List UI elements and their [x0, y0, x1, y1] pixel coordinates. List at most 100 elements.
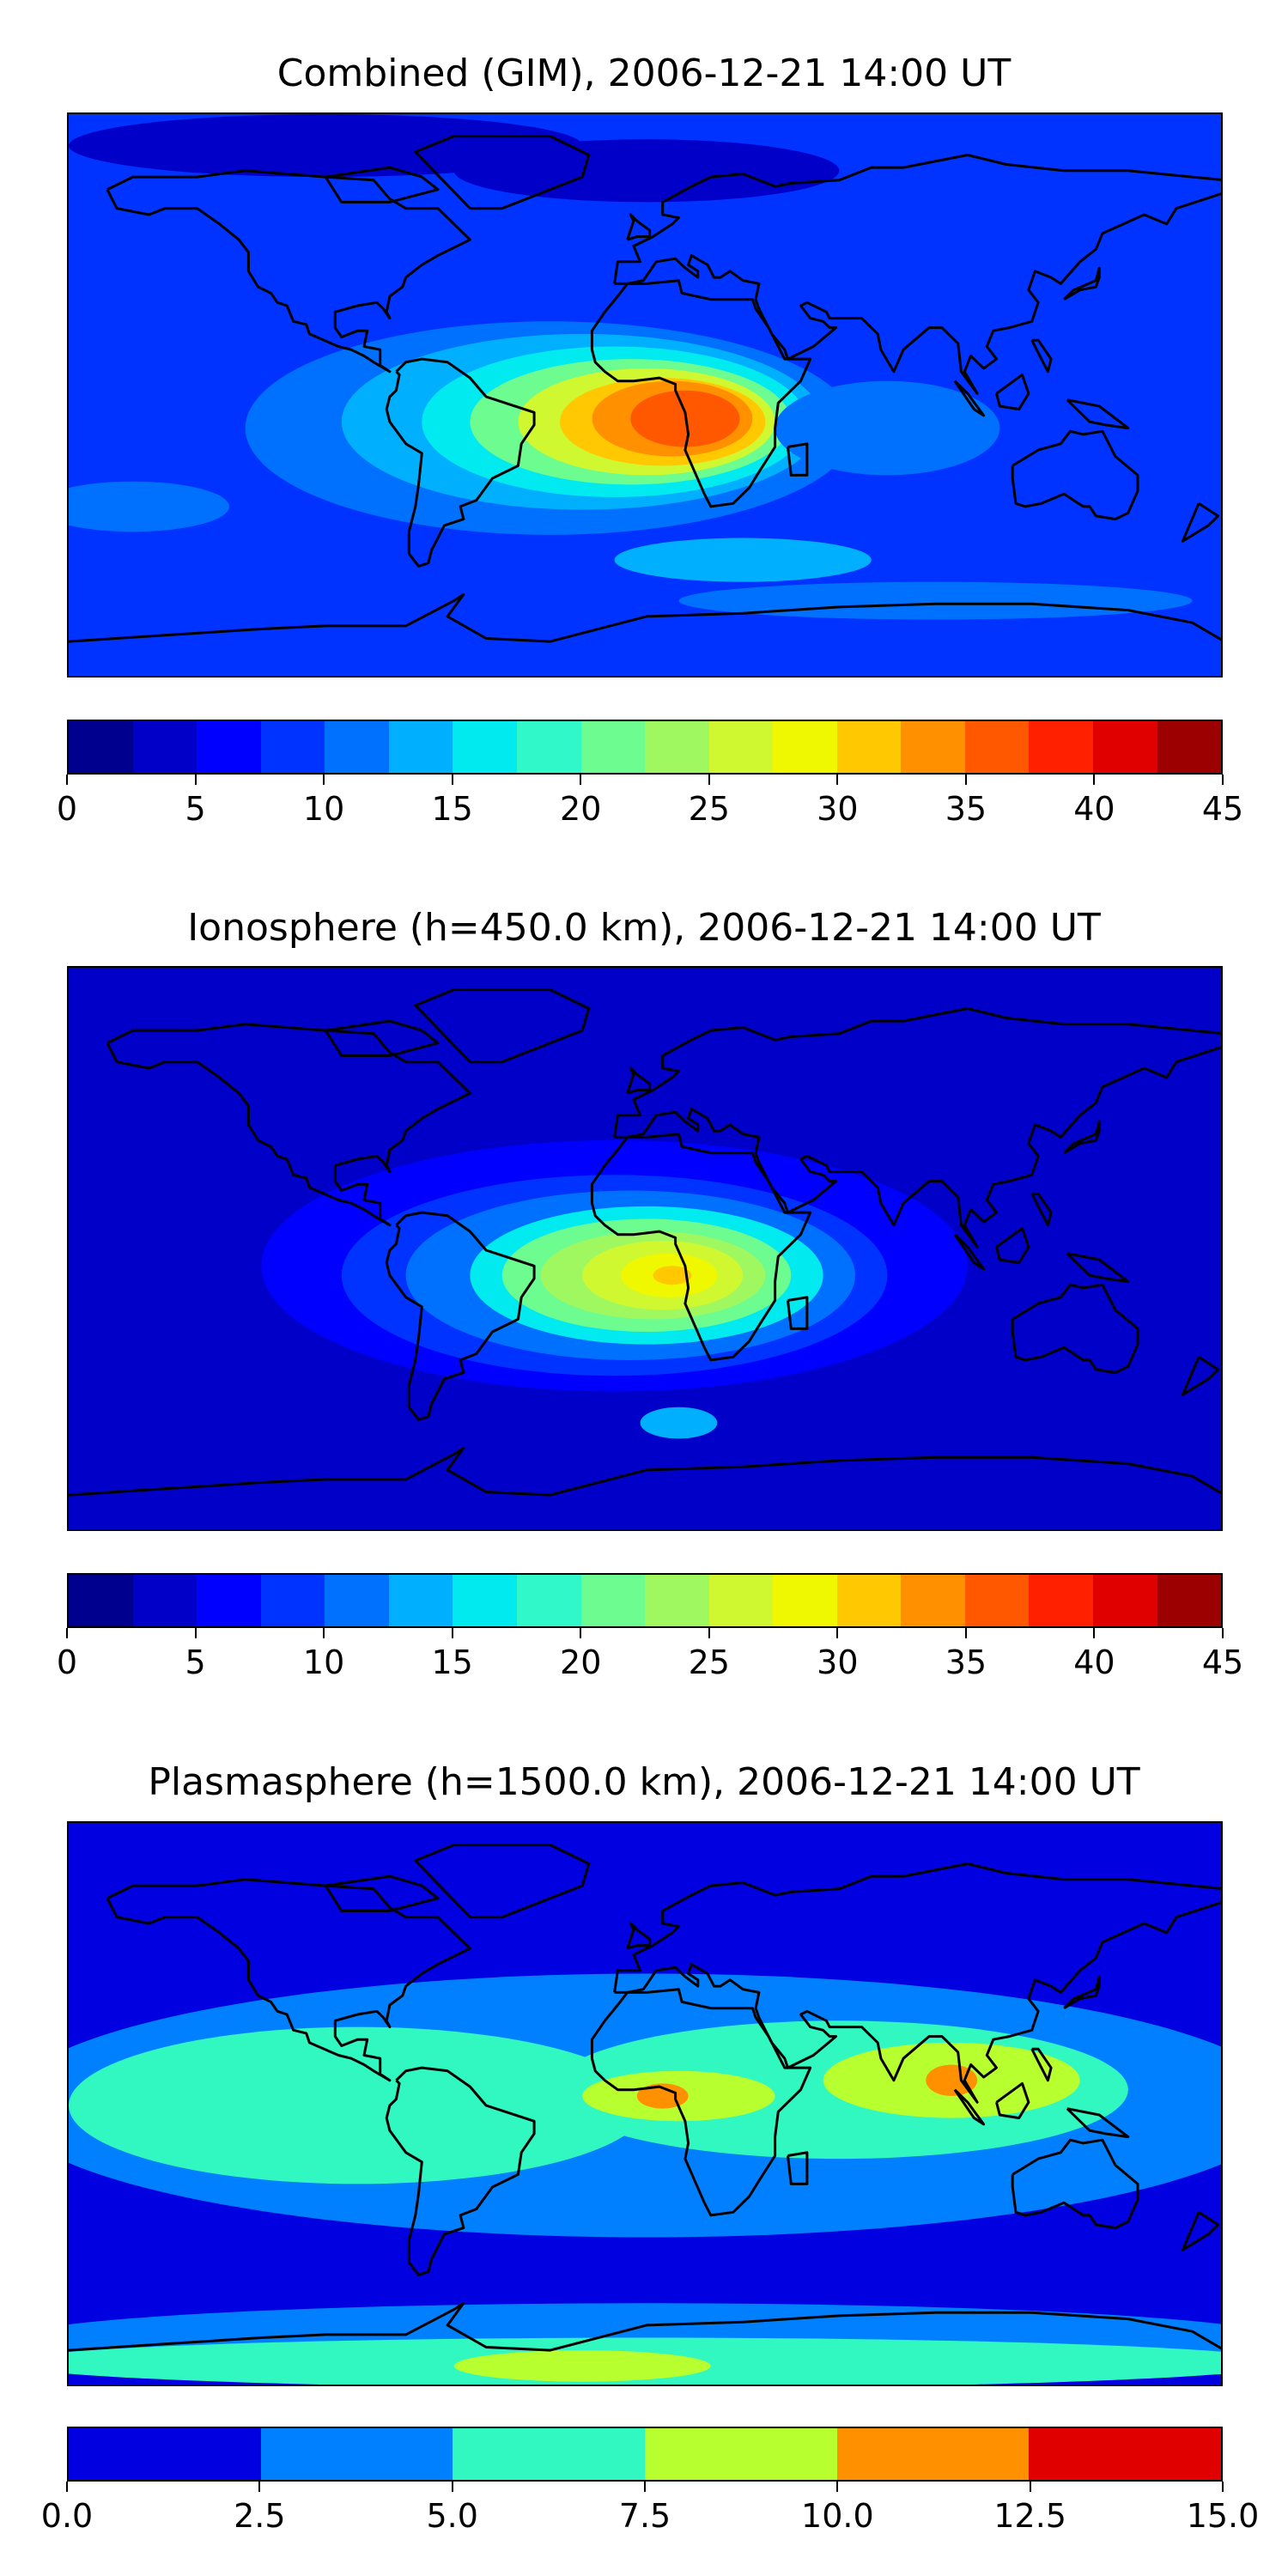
colorbar-swatch — [453, 2428, 646, 2480]
coastline-8 — [626, 213, 652, 241]
coastline-2 — [590, 1988, 812, 2217]
coastline-7 — [324, 1019, 440, 1057]
colorbar-swatch — [325, 1575, 389, 1626]
colorbar-swatch — [1029, 1575, 1093, 1626]
coastline-3 — [613, 1007, 1221, 1249]
coastline-14 — [1181, 1356, 1219, 1396]
colorbar-tick-label: 30 — [817, 1643, 859, 1681]
colorbar — [67, 1573, 1223, 1628]
colorbar-swatch — [69, 2428, 261, 2480]
coastline-6 — [414, 988, 591, 1064]
colorbar-swatch — [260, 721, 325, 773]
coastline-8 — [626, 1922, 652, 1950]
heatmap-map — [67, 966, 1223, 1531]
colorbar-ticks: 0 5 10 15 20 25 30 35 40 45 — [57, 1628, 1243, 1688]
heatmap-contour-2-1 — [69, 2026, 647, 2184]
colorbar-swatch — [773, 721, 837, 773]
colorbar-swatch — [580, 1575, 646, 1626]
colorbar-swatch — [516, 721, 581, 773]
coastline-0 — [106, 169, 471, 374]
colorbar — [67, 720, 1223, 775]
colorbar-tick-label: 45 — [1201, 790, 1244, 828]
colorbar-swatch — [1029, 721, 1093, 773]
coastline-8 — [626, 1066, 652, 1095]
heatmap-contour-1-9 — [640, 1406, 718, 1439]
colorbar-swatch — [197, 721, 261, 773]
colorbar-tick-label: 25 — [688, 1643, 730, 1681]
colorbar-tick-label: 30 — [817, 790, 859, 828]
colorbar-swatch — [901, 721, 965, 773]
colorbar-tick-label: 20 — [560, 790, 602, 828]
heatmap-map — [67, 112, 1223, 677]
colorbar-tick-label: 0 — [56, 790, 78, 828]
colorbar-tick-label: 7.5 — [618, 2497, 671, 2535]
colorbar-swatch — [69, 1575, 133, 1626]
chart-title: Plasmasphere (h=1500.0 km), 2006-12-21 1… — [148, 1760, 1140, 1804]
coastline-13 — [787, 2151, 809, 2185]
colorbar-swatch — [708, 721, 774, 773]
colorbar-swatch — [69, 721, 133, 773]
heatmap-contour-1-8 — [653, 1266, 692, 1285]
coastline-2 — [590, 279, 812, 508]
coastline-12 — [1066, 1252, 1130, 1284]
colorbar-swatch — [645, 721, 709, 773]
heatmap-contour-0-11 — [678, 581, 1193, 620]
coastline-3 — [613, 1862, 1221, 2104]
heatmap-contour-0-13 — [69, 114, 583, 178]
coastline-14 — [1181, 2211, 1219, 2251]
coastline-2 — [590, 1133, 812, 1362]
colorbar-swatch — [388, 721, 453, 773]
colorbar-tick-label: 40 — [1073, 790, 1115, 828]
coastline-4 — [1011, 2138, 1139, 2230]
coastline-4 — [1011, 1283, 1139, 1375]
coastline-0 — [106, 1023, 471, 1227]
coastline-1 — [385, 1211, 536, 1421]
colorbar-swatch — [901, 1575, 965, 1626]
coastline-13 — [787, 442, 809, 477]
chart-title: Combined (GIM), 2006-12-21 14:00 UT — [276, 52, 1012, 95]
colorbar-tick-label: 0.0 — [40, 2497, 94, 2535]
coastline-6 — [414, 1844, 591, 1919]
colorbar-swatch — [1029, 2428, 1222, 2480]
coastline-4 — [1011, 429, 1139, 521]
colorbar-swatch — [773, 1575, 837, 1626]
colorbar-tick-label: 5 — [185, 790, 206, 828]
coastline-15 — [1030, 2047, 1053, 2082]
coastline-1 — [385, 2066, 536, 2276]
coastline-7 — [324, 166, 440, 204]
heatmap-contour-0-10 — [614, 538, 872, 582]
colorbar-tick-label: 20 — [560, 1643, 602, 1681]
colorbar-swatch — [708, 1575, 774, 1626]
heatmap-contour-0-9 — [69, 481, 229, 532]
coastline-7 — [324, 1874, 440, 1912]
colorbar — [67, 2427, 1223, 2482]
coastline-0 — [106, 1878, 471, 2082]
colorbar-tick-label: 45 — [1201, 1643, 1244, 1681]
colorbar-ticks: 0.0 2.5 5.0 7.5 10.0 12.5 15.0 — [41, 2482, 1259, 2542]
colorbar-swatch — [580, 721, 646, 773]
colorbar-swatch — [260, 2428, 453, 2480]
colorbar-tick-label: 40 — [1073, 1643, 1115, 1681]
coastline-10 — [953, 380, 986, 417]
colorbar-tick-label: 0 — [56, 1643, 78, 1681]
colorbar-swatch — [260, 1575, 325, 1626]
coastline-13 — [787, 1296, 809, 1330]
colorbar-swatch — [453, 1575, 517, 1626]
colorbar-swatch — [1157, 1575, 1222, 1626]
colorbar-ticks: 0 5 10 15 20 25 30 35 40 45 — [57, 775, 1243, 835]
coastline-10 — [953, 1233, 986, 1271]
coastline-12 — [1066, 398, 1130, 430]
colorbar-swatch — [388, 1575, 453, 1626]
coastline-9 — [1063, 1975, 1101, 2009]
colorbar-swatch — [964, 1575, 1030, 1626]
colorbar-swatch — [1093, 1575, 1157, 1626]
coastline-9 — [1063, 1120, 1101, 1154]
heatmap-map — [67, 1821, 1223, 2386]
chart-title: Ionosphere (h=450.0 km), 2006-12-21 14:0… — [187, 906, 1101, 950]
colorbar-tick-label: 12.5 — [993, 2497, 1066, 2535]
coastline-15 — [1030, 1192, 1053, 1227]
coastline-1 — [385, 357, 536, 568]
coastline-14 — [1181, 502, 1219, 543]
colorbar-tick-label: 5.0 — [426, 2497, 478, 2535]
colorbar-tick-label: 5 — [185, 1643, 206, 1681]
